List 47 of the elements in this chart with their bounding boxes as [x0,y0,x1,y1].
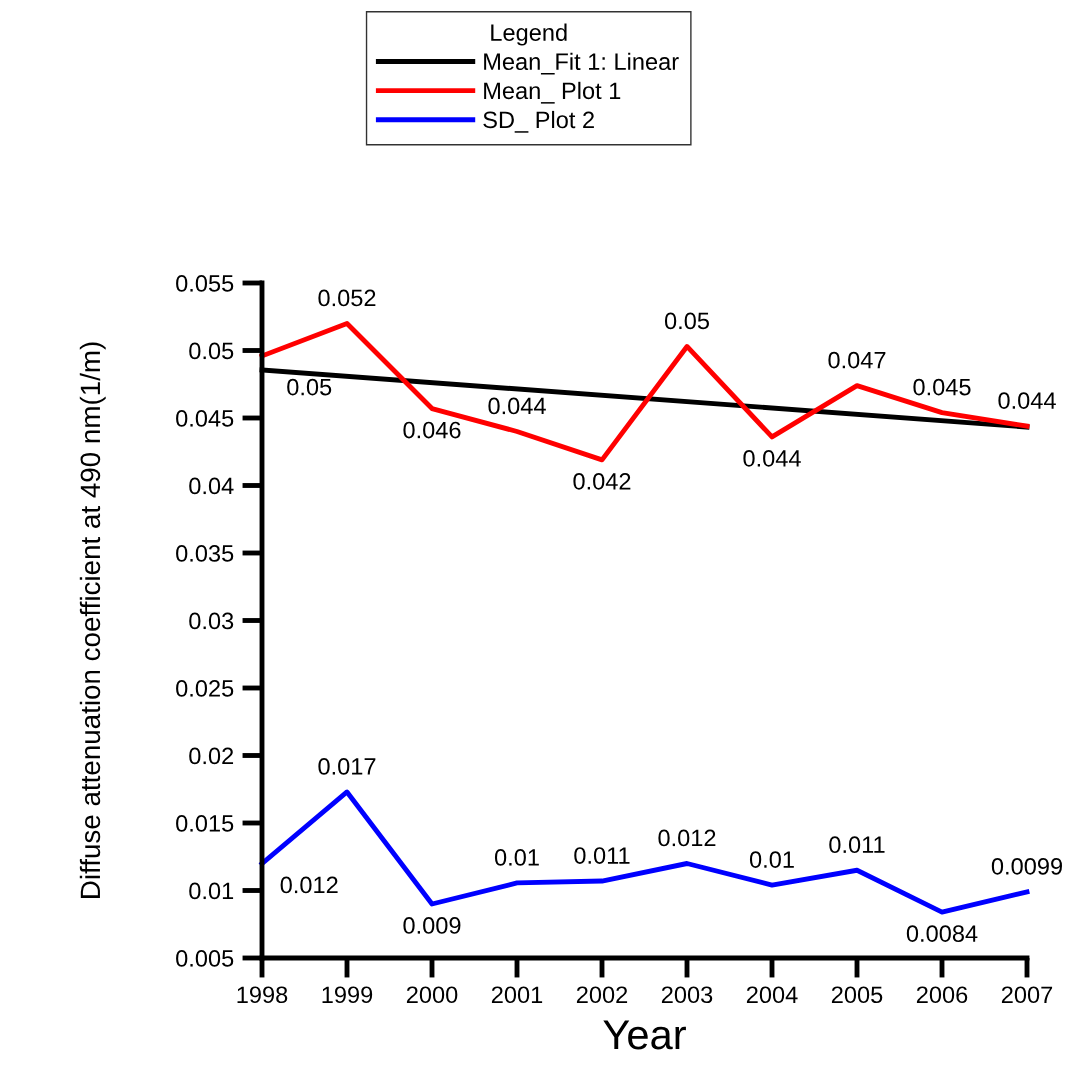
x-tick-label: 2002 [576,986,628,1004]
data-label: 0.052 [318,289,376,307]
y-tick-label: 0.01 [189,882,234,900]
data-label: 0.01 [494,849,539,866]
data-label: 0.011 [829,836,885,854]
data-label: 0.045 [913,378,971,396]
x-tick-label: 1998 [237,986,288,1004]
y-tick-label: 0.005 [176,950,234,967]
data-label: 0.042 [573,472,631,490]
x-axis-title: Year [603,1020,686,1050]
data-label: 0.009 [403,917,461,934]
y-tick-label: 0.04 [189,477,234,495]
x-tick-label: 2005 [831,986,883,1004]
data-label: 0.017 [318,758,376,775]
x-tick-label: 2006 [916,986,968,1004]
data-label: 0.044 [743,450,801,467]
x-tick-label: 1999 [322,986,373,1004]
data-label: 0.011 [574,847,630,864]
x-tick-label: 2007 [1001,986,1053,1004]
y-tick-label: 0.055 [176,275,234,292]
data-label: 0.012 [658,829,716,847]
y-tick-label: 0.05 [189,342,234,360]
data-label: 0.05 [664,312,709,330]
y-axis-title: Diffuse attenuation coefficient at 490 nm(1/m) [79,342,106,898]
data-label: 0.044 [488,397,546,415]
y-tick-label: 0.02 [189,747,234,765]
data-label: 0.01 [749,851,794,868]
x-tick-label: 2003 [661,986,713,1004]
x-tick-label: 2000 [406,986,458,1004]
y-tick-label: 0.03 [189,612,234,630]
y-tick-label: 0.045 [176,410,234,427]
data-label: 0.046 [403,421,461,439]
x-tick-label: 2004 [746,986,798,1004]
legend-label: Mean_ Plot 1 [484,81,621,104]
y-tick-label: 0.015 [176,815,234,832]
data-label: 0.0099 [991,857,1062,875]
data-label: 0.047 [828,351,886,369]
legend-label: Mean_Fit 1: Linear [484,52,679,75]
y-tick-label: 0.035 [176,545,234,562]
y-tick-label: 0.025 [176,680,234,697]
data-label: 0.044 [998,392,1056,409]
legend-title: Legend [491,23,567,46]
data-label: 0.0084 [906,925,978,942]
x-tick-label: 2001 [491,986,543,1004]
data-label: 0.012 [280,876,338,894]
legend-label: SD_ Plot 2 [483,110,594,133]
data-label: 0.05 [287,378,332,396]
